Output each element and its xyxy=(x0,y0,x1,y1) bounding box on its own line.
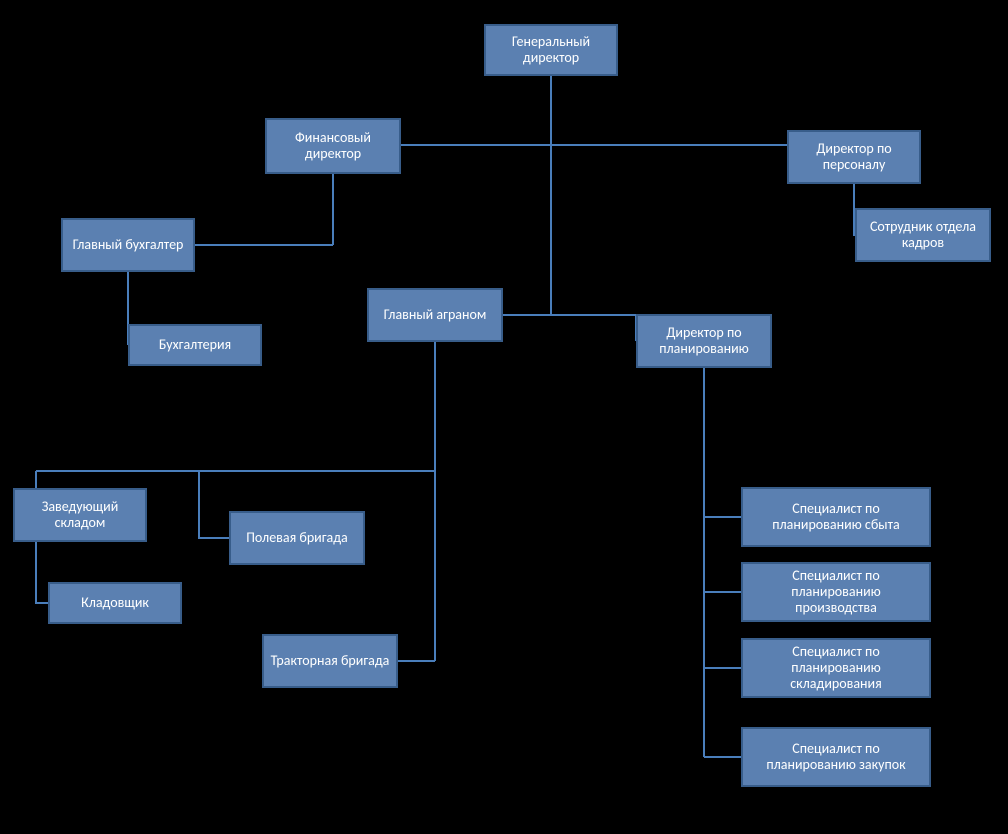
org-node-label: Специалист по планированию складирования xyxy=(749,644,923,692)
org-node-label: Кладовщик xyxy=(81,595,149,611)
org-node-hr_staff: Сотрудник отдела кадров xyxy=(855,208,991,262)
org-node-label: Заведующий складом xyxy=(21,499,139,531)
org-node-label: Тракторная бригада xyxy=(271,653,390,669)
org-node-label: Генеральный директор xyxy=(492,34,610,66)
org-node-plan_dir: Директор по планированию xyxy=(636,314,772,368)
org-node-cfo: Финансовый директор xyxy=(265,118,401,174)
org-node-spec_wh: Специалист по планированию складирования xyxy=(741,638,931,698)
org-node-label: Бухгалтерия xyxy=(159,337,231,353)
org-node-label: Полевая бригада xyxy=(246,530,348,546)
org-node-warehouse_mgr: Заведующий складом xyxy=(13,488,147,542)
org-node-label: Специалист по планированию закупок xyxy=(749,741,923,773)
org-node-label: Главный бухгалтер xyxy=(73,237,184,253)
org-node-field_brigade: Полевая бригада xyxy=(229,511,365,565)
org-node-label: Специалист по планированию производства xyxy=(749,568,923,616)
org-node-spec_sales: Специалист по планированию сбыта xyxy=(741,487,931,547)
org-node-spec_prod: Специалист по планированию производства xyxy=(741,562,931,622)
org-node-label: Директор по планированию xyxy=(644,325,764,357)
org-node-tractor_brigade: Тракторная бригада xyxy=(262,634,398,688)
org-node-agronom: Главный аграном xyxy=(367,288,503,342)
org-node-label: Финансовый директор xyxy=(273,130,393,162)
org-node-spec_purch: Специалист по планированию закупок xyxy=(741,727,931,787)
org-chart-canvas: Генеральный директор Финансовый директор Д… xyxy=(0,0,1008,834)
org-node-storekeeper: Кладовщик xyxy=(48,582,182,624)
org-chart-edges xyxy=(0,0,1008,834)
org-node-label: Специалист по планированию сбыта xyxy=(749,501,923,533)
org-node-chief_acc: Главный бухгалтер xyxy=(61,218,195,272)
org-node-label: Директор по персоналу xyxy=(795,141,913,173)
org-node-ceo: Генеральный директор xyxy=(484,24,618,76)
org-node-label: Сотрудник отдела кадров xyxy=(863,219,983,251)
org-node-label: Главный аграном xyxy=(384,307,487,323)
org-node-hr_dir: Директор по персоналу xyxy=(787,130,921,184)
org-node-accounting: Бухгалтерия xyxy=(128,324,262,366)
